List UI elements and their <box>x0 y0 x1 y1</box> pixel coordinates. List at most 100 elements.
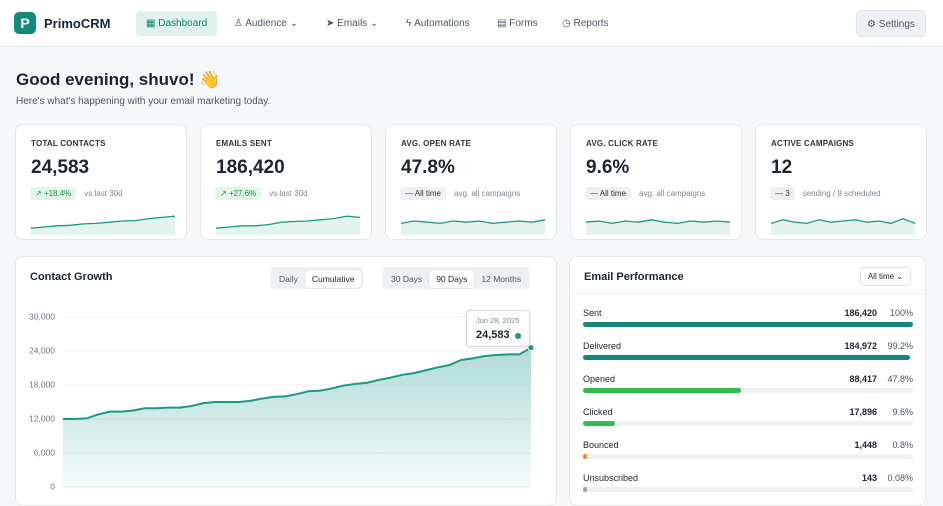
greeting: Good evening, shuvo! 👋 <box>16 70 221 89</box>
metric-count: 186,420 <box>844 308 877 318</box>
nav-item[interactable]: ▤ Forms <box>497 18 538 29</box>
nav-item[interactable]: ➤ Emails ⌄ <box>326 18 379 29</box>
kpi-label: TOTAL CONTACTS <box>31 139 106 148</box>
range-toggle: 30 Days 90 Days 12 Months <box>382 267 531 289</box>
badge-text: 3 <box>785 189 790 198</box>
badge-text: All time <box>414 189 442 198</box>
nav-label: Dashboard <box>158 18 208 29</box>
card-title: Contact Growth <box>30 271 113 283</box>
kpi-card: ACTIVE CAMPAIGNS 12 — 3 sending / 9 schedul… <box>755 124 927 240</box>
kpi-label: AVG. OPEN RATE <box>401 139 472 148</box>
mode-toggle: Daily Cumulative <box>270 267 364 289</box>
metric-label: Opened <box>583 374 616 384</box>
kpi-card: AVG. OPEN RATE 47.8% — All time avg. all ca… <box>385 124 557 240</box>
metric-label: Bounced <box>583 440 619 450</box>
sparkline <box>30 215 176 235</box>
bar-track <box>583 487 913 492</box>
kpi-note: vs last 30d <box>269 189 308 198</box>
kpi-card: AVG. CLICK RATE 9.6% — All time avg. all ca… <box>570 124 742 240</box>
logo[interactable]: P <box>14 12 36 34</box>
tooltip: Jun 28, 2025 24,583 <box>466 310 530 347</box>
metric-count: 88,417 <box>849 374 877 384</box>
nav-item[interactable]: ϟ Automations <box>406 18 470 29</box>
divider <box>570 293 925 294</box>
metric-percent: 47.8% <box>887 374 913 384</box>
kpi-value: 186,420 <box>216 157 285 178</box>
nav-label: Emails <box>337 18 368 29</box>
y-tick-label: 18,000 <box>29 379 55 389</box>
metric-count: 143 <box>861 473 877 483</box>
bar <box>583 322 913 327</box>
sparkline-line <box>30 215 176 229</box>
y-tick-label: 24,000 <box>29 345 55 355</box>
sparkline-area <box>771 218 915 235</box>
nav-label: Audience <box>245 18 287 29</box>
sparkline-area <box>586 219 730 235</box>
tooltip-date: Jun 28, 2025 <box>476 316 520 325</box>
sparkline-line <box>770 217 916 225</box>
toggle[interactable]: Daily <box>279 274 298 284</box>
sparkline-line <box>400 219 546 225</box>
sparkline <box>585 219 731 235</box>
settings-button[interactable]: ⚙ Settings <box>856 10 926 37</box>
kpi-label: EMAILS SENT <box>216 139 272 148</box>
kpi-label: ACTIVE CAMPAIGNS <box>771 139 855 148</box>
toggle[interactable]: 30 Days <box>391 274 423 284</box>
toggle[interactable]: 90 Days <box>429 270 475 288</box>
brand[interactable]: PrimoCRM <box>44 16 111 31</box>
point <box>527 344 535 352</box>
kpi-note: sending / 9 scheduled <box>802 189 881 198</box>
metric-row: Clicked 17,896 9.6% <box>583 407 913 437</box>
bar-track <box>583 322 913 327</box>
kpi-value: 47.8% <box>401 157 455 178</box>
sparkline-area <box>216 216 360 235</box>
tooltip-dot <box>515 333 521 339</box>
area <box>63 347 531 487</box>
chart: 0 6,000 12,000 18,000 24,000 30,000 <box>29 311 535 491</box>
bar <box>583 487 587 492</box>
metric-row: Sent 186,420 100% <box>583 308 913 338</box>
sparkline <box>770 217 916 235</box>
contact-growth-card: Contact Growth Daily Cumulative 30 Days 90… <box>15 256 557 506</box>
sparkline <box>215 215 361 235</box>
tooltip-value: 24,583 <box>476 329 510 341</box>
metric-percent: 0.08% <box>887 473 913 483</box>
line <box>63 346 532 420</box>
kpi-badge: ↗ +27.6% <box>215 187 262 200</box>
metric-row: Delivered 184,972 99.2% <box>583 341 913 371</box>
toggle[interactable]: Cumulative <box>304 270 362 288</box>
metric-row: Unsubscribed 143 0.08% <box>583 473 913 503</box>
bar <box>583 355 911 360</box>
top-nav: P PrimoCRM ▦ Dashboard ♙ Audience ⌄ ➤ Em… <box>0 0 943 47</box>
y-tick-label: 12,000 <box>29 413 55 423</box>
badge-text: +27.6% <box>228 189 257 198</box>
metric-row: Opened 88,417 47.8% <box>583 374 913 404</box>
sparkline-line <box>585 219 731 225</box>
filter-label: All time <box>867 272 895 281</box>
sparkline <box>400 219 546 235</box>
nav-label: Automations <box>414 18 470 29</box>
kpi-value: 9.6% <box>586 157 630 178</box>
nav-item[interactable]: ♙ Audience ⌄ <box>234 18 299 29</box>
bar-track <box>583 421 913 426</box>
kpi-value: 12 <box>771 157 793 178</box>
card-title: Email Performance <box>584 271 684 283</box>
metric-row: Bounced 1,448 0.8% <box>583 440 913 470</box>
kpi-value: 24,583 <box>31 157 90 178</box>
kpi-note: avg. all campaigns <box>639 189 706 198</box>
nav-item[interactable]: ◷ Reports <box>562 18 609 29</box>
y-tick-label: 6,000 <box>34 447 56 457</box>
metric-percent: 100% <box>889 308 913 318</box>
bar-track <box>583 388 913 393</box>
filter-dropdown[interactable]: All time ⌄ <box>859 267 911 286</box>
nav-item[interactable]: ▦ Dashboard <box>136 11 218 36</box>
sparkline-area <box>31 216 175 235</box>
badge-text: +18.4% <box>43 189 72 198</box>
metric-label: Clicked <box>583 407 613 417</box>
kpi-note: vs last 30d <box>84 189 123 198</box>
nav-label: Forms <box>509 18 538 29</box>
metric-percent: 99.2% <box>887 341 913 351</box>
kpi-badge: — All time <box>400 187 447 200</box>
toggle[interactable]: 12 Months <box>481 274 522 284</box>
